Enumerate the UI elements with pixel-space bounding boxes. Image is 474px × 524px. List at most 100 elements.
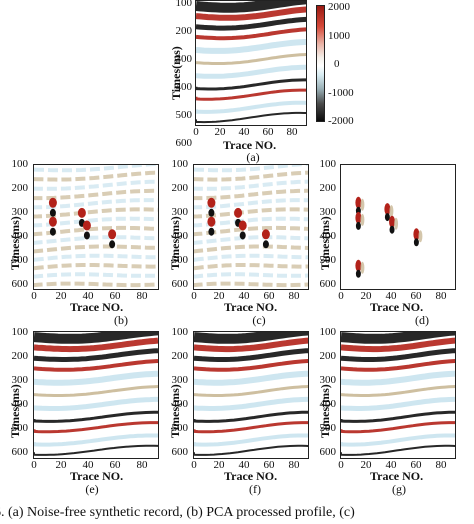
x-tick: 60	[410, 290, 422, 302]
y-tick: 400	[11, 398, 29, 410]
x-tick: 40	[238, 126, 250, 138]
seismic-section-b	[33, 164, 159, 290]
y-tick: 100	[11, 326, 29, 338]
x-tick: 40	[238, 459, 250, 471]
y-tick: 500	[319, 254, 337, 266]
x-tick: 80	[435, 290, 447, 302]
y-tick: 500	[11, 254, 29, 266]
subfigure-label: (g)	[392, 482, 406, 496]
x-tick: 80	[286, 126, 298, 138]
colorbar-tick: 1000	[328, 30, 350, 42]
y-tick: 300	[175, 53, 193, 65]
y-tick: 200	[171, 350, 189, 362]
y-tick: 500	[171, 254, 189, 266]
seismic-section-d	[340, 164, 456, 290]
x-axis-label: Trace NO.	[370, 469, 424, 483]
y-tick: 200	[11, 182, 29, 194]
x-tick: 80	[435, 459, 447, 471]
x-tick: 40	[385, 459, 397, 471]
y-tick: 200	[175, 25, 193, 37]
y-tick: 300	[319, 206, 337, 218]
y-tick: 300	[11, 206, 29, 218]
y-tick: 400	[171, 398, 189, 410]
subfigure-label: (e)	[85, 482, 99, 496]
x-axis-label: Trace NO.	[370, 300, 424, 314]
colorbar-tick: 0	[334, 58, 340, 70]
seismic-section-f	[193, 331, 309, 459]
x-axis-label: Trace NO.	[224, 469, 278, 483]
x-tick: 60	[410, 459, 422, 471]
x-tick: 80	[136, 459, 148, 471]
x-axis-label: Trace NO.	[70, 469, 124, 483]
y-tick: 300	[11, 374, 29, 386]
seismic-section-g	[340, 331, 456, 459]
x-tick: 40	[385, 290, 397, 302]
y-tick: 100	[171, 326, 189, 338]
subfigure-label: (a)	[246, 150, 260, 164]
y-tick: 400	[171, 230, 189, 242]
y-tick: 100	[319, 326, 337, 338]
y-tick: 300	[319, 374, 337, 386]
y-tick: 200	[319, 182, 337, 194]
x-tick: 40	[82, 290, 94, 302]
x-tick: 20	[55, 290, 67, 302]
y-tick: 100	[175, 0, 193, 9]
colorbar-tick: 2000	[328, 1, 350, 13]
y-tick: 200	[171, 182, 189, 194]
y-tick: 600	[319, 278, 337, 290]
x-axis-label: Trace NO.	[223, 138, 277, 152]
y-tick: 400	[319, 230, 337, 242]
subfigure-label: (c)	[252, 313, 266, 327]
y-tick: 500	[319, 422, 337, 434]
colorbar	[316, 5, 325, 122]
y-tick: 400	[319, 398, 337, 410]
y-tick: 600	[171, 278, 189, 290]
seismic-section-e	[33, 331, 159, 459]
x-tick: 60	[109, 459, 121, 471]
y-tick: 100	[171, 158, 189, 170]
y-tick: 600	[11, 278, 29, 290]
y-tick: 600	[319, 446, 337, 458]
x-tick: 0	[191, 290, 197, 302]
x-tick: 60	[109, 290, 121, 302]
x-tick: 60	[263, 290, 275, 302]
subfigure-label: (d)	[415, 313, 429, 327]
x-axis-label: Trace NO.	[70, 300, 124, 314]
seismic-section-c	[193, 164, 309, 290]
x-tick: 0	[193, 126, 199, 138]
x-tick: 20	[214, 126, 226, 138]
y-tick: 500	[11, 422, 29, 434]
x-tick: 0	[31, 459, 37, 471]
x-tick: 20	[360, 290, 372, 302]
y-tick: 500	[171, 422, 189, 434]
y-tick: 300	[171, 374, 189, 386]
y-tick: 600	[175, 137, 193, 149]
y-tick: 500	[175, 109, 193, 121]
y-tick: 400	[11, 230, 29, 242]
figure-caption: 6. (a) Noise-free synthetic record, (b) …	[0, 505, 355, 520]
y-tick: 100	[11, 158, 29, 170]
x-tick: 80	[288, 459, 300, 471]
x-tick: 40	[82, 459, 94, 471]
y-tick: 100	[319, 158, 337, 170]
x-axis-label: Trace NO.	[224, 300, 278, 314]
y-tick: 400	[175, 81, 193, 93]
x-tick: 0	[338, 290, 344, 302]
x-tick: 40	[238, 290, 250, 302]
colorbar-tick: -2000	[328, 115, 354, 127]
x-tick: 0	[191, 459, 197, 471]
x-tick: 0	[338, 459, 344, 471]
subfigure-label: (f)	[249, 482, 261, 496]
y-tick: 600	[171, 446, 189, 458]
y-tick: 200	[319, 350, 337, 362]
x-tick: 60	[262, 126, 274, 138]
y-tick: 300	[171, 206, 189, 218]
x-tick: 20	[213, 290, 225, 302]
x-tick: 20	[55, 459, 67, 471]
seismic-section-a	[195, 0, 307, 126]
x-tick: 80	[136, 290, 148, 302]
x-tick: 20	[213, 459, 225, 471]
colorbar-tick: -1000	[328, 87, 354, 99]
x-tick: 20	[360, 459, 372, 471]
x-tick: 60	[263, 459, 275, 471]
